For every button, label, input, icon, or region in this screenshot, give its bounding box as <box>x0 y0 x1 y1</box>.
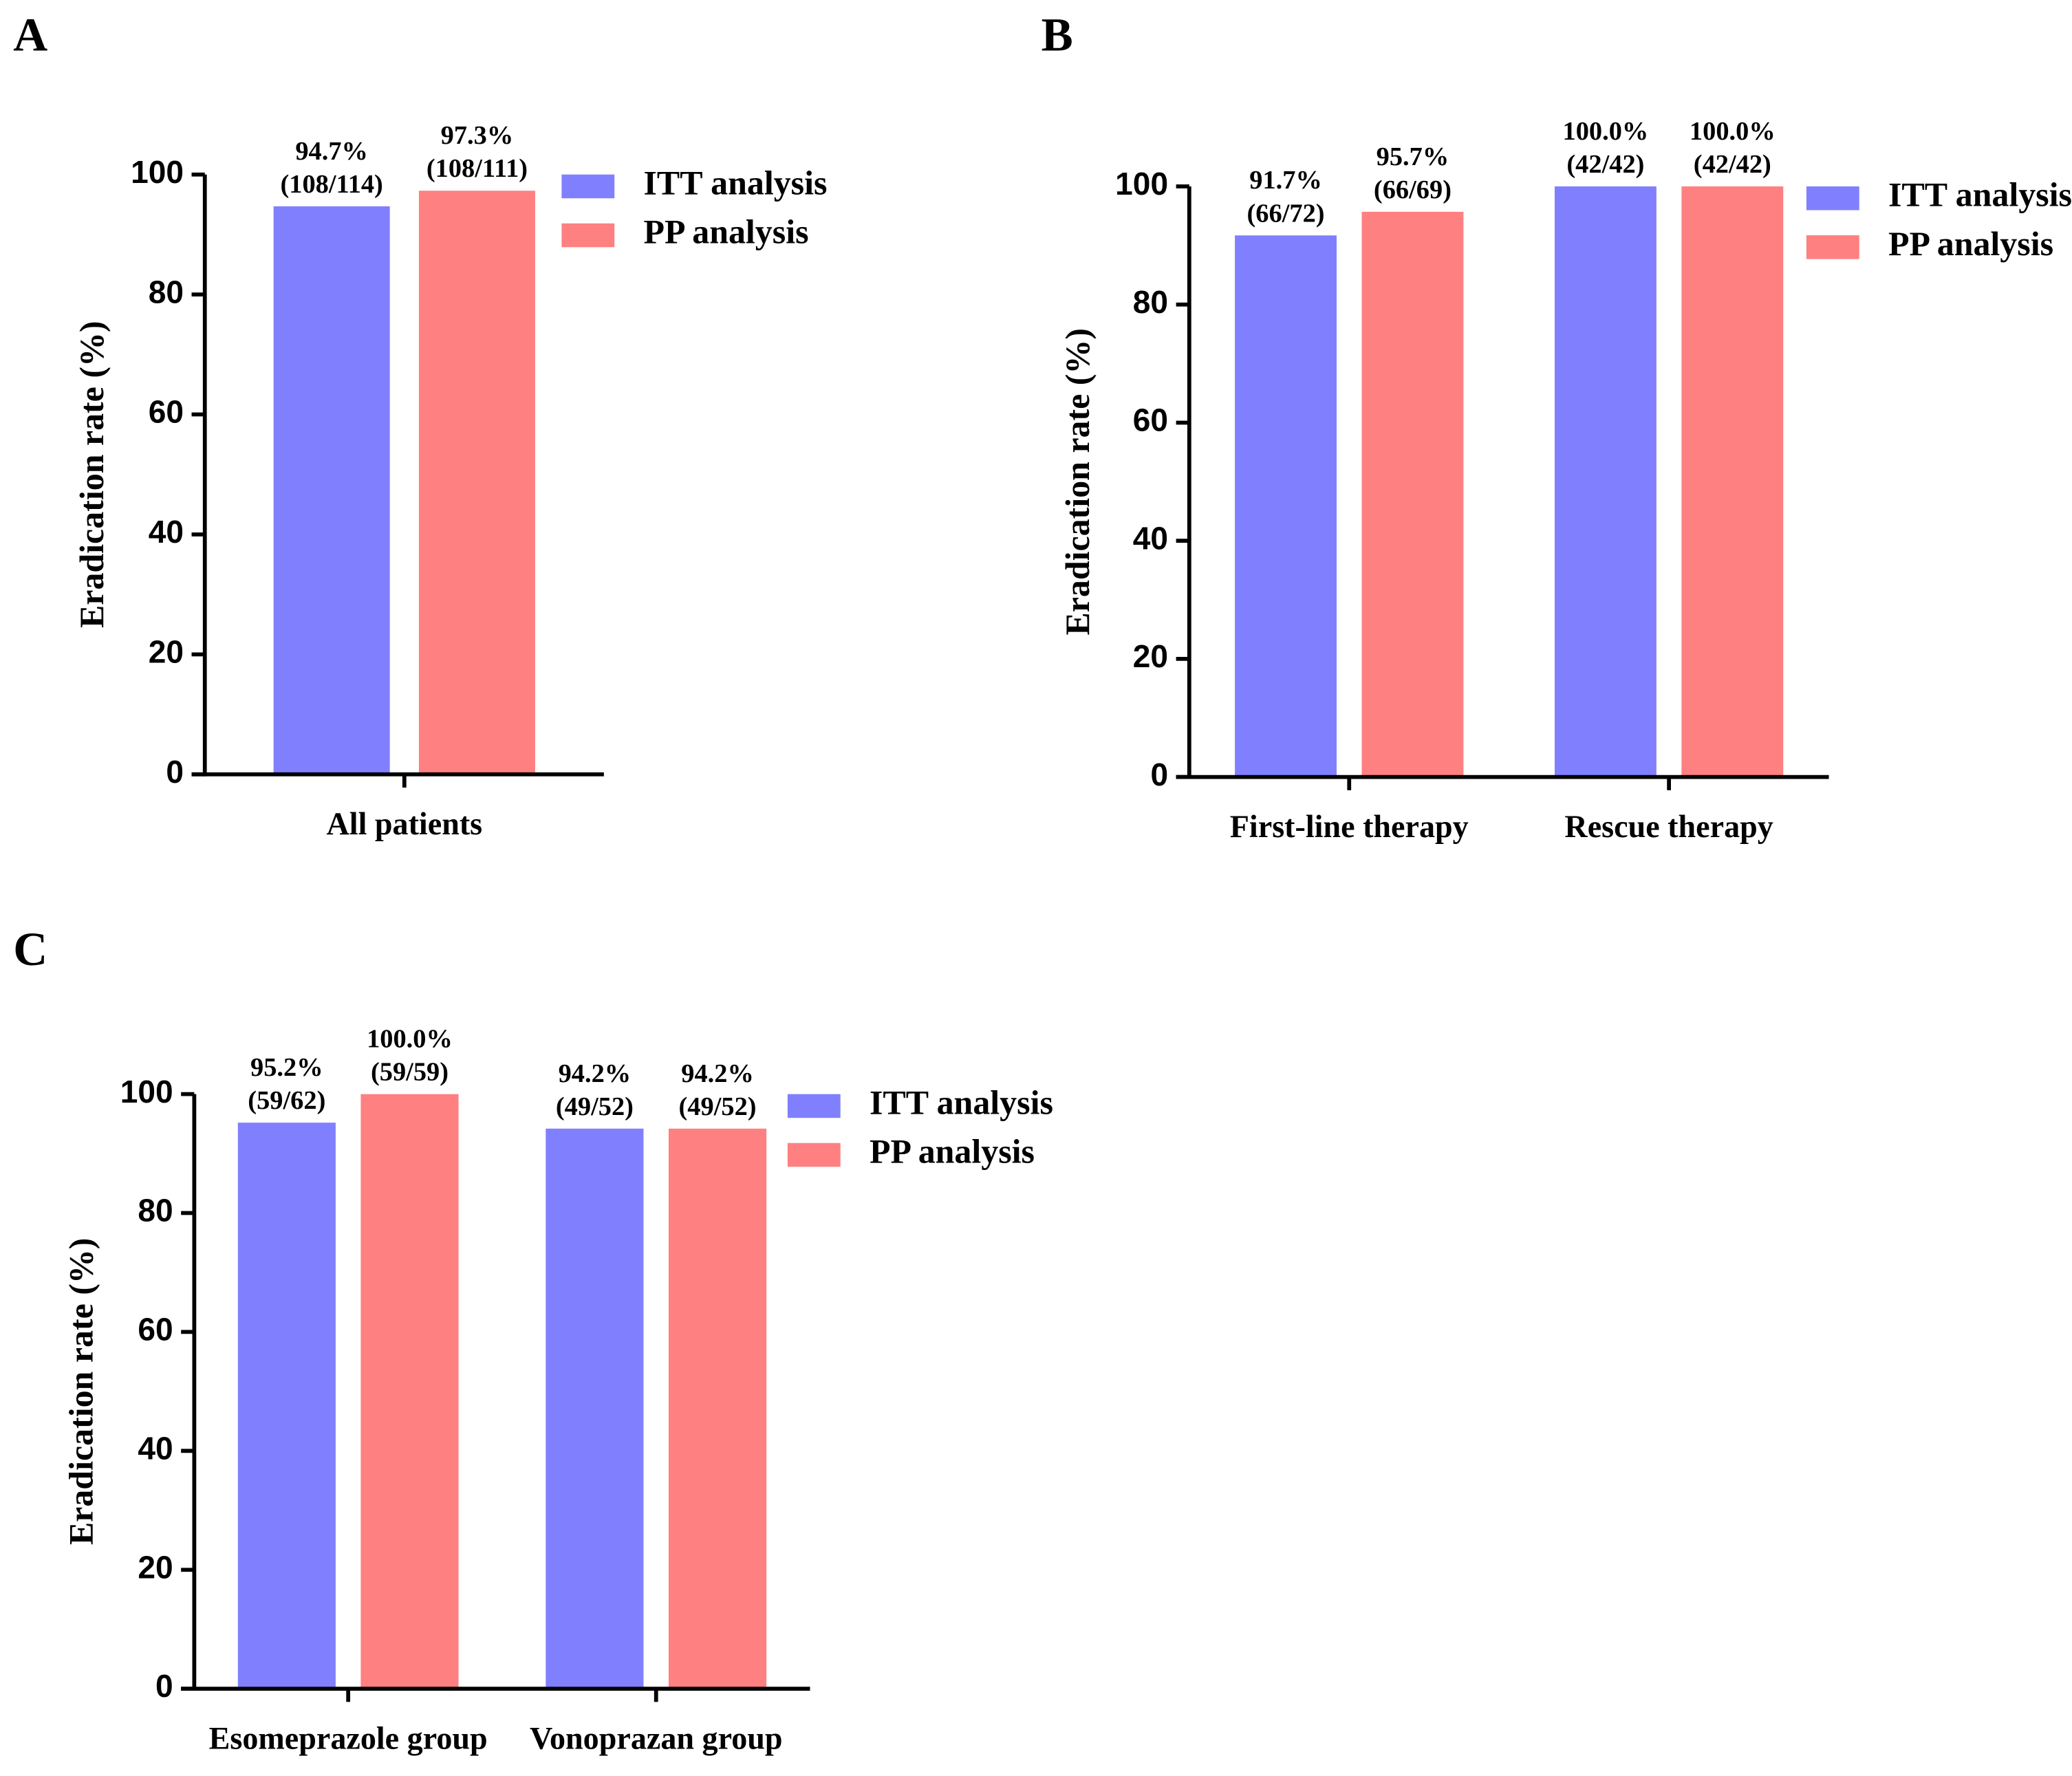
legend-label: ITT analysis <box>870 1083 1053 1121</box>
y-tick-label: 80 <box>138 1193 173 1228</box>
legend-label: ITT analysis <box>1888 175 2072 214</box>
bar <box>1554 186 1656 777</box>
y-tick-label: 80 <box>149 274 184 310</box>
legend-swatch <box>561 223 615 248</box>
legend-swatch <box>787 1143 841 1167</box>
y-tick-label: 60 <box>1133 402 1168 438</box>
bar <box>1681 186 1784 777</box>
legend-label: PP analysis <box>1888 224 2053 263</box>
value-label: 97.3% <box>441 121 514 150</box>
y-tick-label: 40 <box>138 1430 173 1466</box>
bar <box>668 1128 767 1689</box>
value-label: 94.2% <box>559 1059 632 1088</box>
legend-label: PP analysis <box>643 213 808 251</box>
bar <box>418 191 535 775</box>
y-tick-label: 100 <box>131 154 184 190</box>
count-label: (42/42) <box>1566 150 1644 179</box>
value-label: 95.7% <box>1377 142 1449 171</box>
y-tick-label: 0 <box>166 754 184 790</box>
y-tick-label: 60 <box>138 1312 173 1347</box>
panel-label: C <box>13 922 47 975</box>
value-label: 94.7% <box>295 137 368 166</box>
value-label: 95.2% <box>250 1053 323 1082</box>
count-label: (59/62) <box>248 1086 325 1115</box>
bar <box>273 206 390 775</box>
x-tick-label: First-line therapy <box>1230 809 1469 844</box>
x-tick-label: All patients <box>326 806 482 841</box>
bar <box>1235 235 1337 777</box>
y-tick-label: 80 <box>1133 284 1168 320</box>
count-label: (108/111) <box>427 154 528 183</box>
y-tick-label: 100 <box>1115 166 1168 202</box>
y-tick-label: 100 <box>120 1074 173 1109</box>
count-label: (42/42) <box>1694 150 1771 179</box>
y-tick-label: 0 <box>1150 757 1168 792</box>
value-label: 100.0% <box>1563 117 1649 146</box>
count-label: (66/72) <box>1247 199 1325 228</box>
y-tick-label: 20 <box>138 1549 173 1585</box>
legend-label: PP analysis <box>870 1131 1035 1170</box>
y-tick-label: 20 <box>1133 638 1168 674</box>
panel-label: B <box>1042 8 1073 61</box>
count-label: (108/114) <box>280 170 382 199</box>
count-label: (59/59) <box>371 1058 449 1087</box>
panel-label: A <box>13 8 47 61</box>
y-tick-label: 40 <box>149 514 184 550</box>
count-label: (49/52) <box>679 1092 757 1121</box>
bar <box>237 1123 336 1689</box>
x-tick-label: Rescue therapy <box>1564 809 1773 844</box>
x-tick-label: Esomeprazole group <box>209 1720 488 1755</box>
bar <box>1361 211 1464 777</box>
count-label: (49/52) <box>556 1092 634 1121</box>
value-label: 100.0% <box>1690 117 1776 146</box>
y-tick-label: 40 <box>1133 520 1168 556</box>
bar <box>360 1094 459 1689</box>
bar <box>546 1128 644 1689</box>
y-axis-label: Eradication rate (%) <box>72 321 111 628</box>
value-label: 100.0% <box>367 1025 453 1054</box>
y-tick-label: 20 <box>149 634 184 670</box>
y-tick-label: 60 <box>149 394 184 430</box>
legend-label: ITT analysis <box>643 163 827 202</box>
count-label: (66/69) <box>1374 175 1452 204</box>
legend-swatch <box>787 1094 841 1118</box>
x-tick-label: Vonoprazan group <box>530 1720 783 1755</box>
value-label: 91.7% <box>1249 166 1322 195</box>
y-tick-label: 0 <box>155 1668 173 1704</box>
legend-swatch <box>1806 235 1859 259</box>
y-axis-label: Eradication rate (%) <box>61 1238 100 1546</box>
value-label: 94.2% <box>681 1059 754 1088</box>
legend-swatch <box>1806 186 1859 210</box>
legend-swatch <box>561 174 615 199</box>
y-axis-label: Eradication rate (%) <box>1058 328 1097 636</box>
